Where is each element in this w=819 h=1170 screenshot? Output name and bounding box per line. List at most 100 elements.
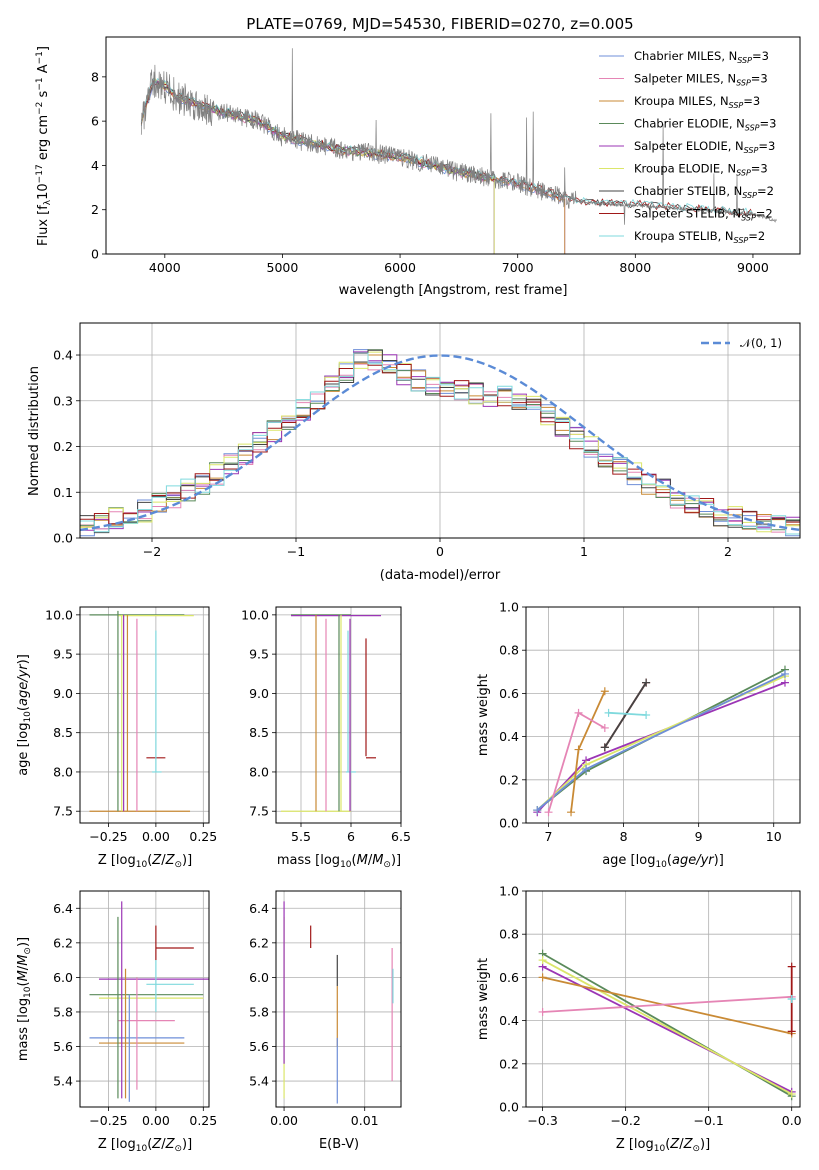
weight-marker bbox=[533, 806, 542, 815]
y-tick-label: 8.0 bbox=[53, 764, 73, 779]
y-tick-label: 0.8 bbox=[499, 927, 519, 942]
weight-marker bbox=[600, 723, 609, 732]
x-tick-label: −2 bbox=[143, 544, 161, 559]
model-spectrum-line bbox=[152, 80, 495, 183]
y-tick-label: 0.4 bbox=[53, 348, 73, 363]
weight-marker bbox=[642, 711, 651, 719]
weight-line bbox=[604, 682, 647, 748]
x-tick-label: 0.0 bbox=[782, 1113, 802, 1128]
x-tick-label: 5000 bbox=[267, 260, 299, 275]
y-tick-label: 9.5 bbox=[53, 647, 73, 662]
mass-vs-metallicity-plot-area bbox=[80, 891, 209, 1107]
y-tick-label: 5.8 bbox=[53, 1004, 73, 1019]
histogram-ylabel: Normed distribution bbox=[27, 366, 42, 496]
mass-vs-metallicity-ylabel: mass [log10(M/M⊙)] bbox=[16, 937, 33, 1061]
weight-marker bbox=[574, 708, 583, 717]
y-tick-label: 9.5 bbox=[249, 647, 269, 662]
weight-marker bbox=[600, 687, 609, 696]
weight-marker bbox=[574, 745, 583, 754]
weight-marker bbox=[787, 995, 796, 1003]
y-tick-label: 2 bbox=[91, 202, 99, 217]
y-tick-label: 7.5 bbox=[249, 804, 269, 819]
weight-marker bbox=[787, 962, 796, 971]
x-tick-label: 5.5 bbox=[291, 829, 311, 844]
age-vs-metallicity-plot-area bbox=[80, 607, 209, 823]
y-tick-label: 8 bbox=[91, 69, 99, 84]
x-tick-label: 4000 bbox=[149, 260, 181, 275]
x-tick-label: −0.3 bbox=[527, 1113, 557, 1128]
x-tick-label: 0.25 bbox=[189, 1113, 217, 1128]
legend-label: Kroupa STELIB, NSSP=2 bbox=[634, 229, 765, 245]
weight-line bbox=[542, 959, 793, 1095]
x-tick-label: 0.00 bbox=[270, 1113, 298, 1128]
weight-line bbox=[570, 690, 606, 813]
y-tick-label: 0 bbox=[91, 247, 99, 262]
weight-marker bbox=[544, 808, 553, 817]
weight-marker bbox=[538, 1007, 547, 1016]
y-tick-label: 6.0 bbox=[53, 970, 73, 985]
figure-title: PLATE=0769, MJD=54530, FIBERID=0270, z=0… bbox=[246, 15, 633, 33]
y-tick-label: 6 bbox=[91, 114, 99, 129]
y-tick-label: 0.0 bbox=[53, 531, 73, 546]
y-tick-label: 5.4 bbox=[53, 1074, 73, 1089]
x-tick-label: 0.25 bbox=[189, 829, 217, 844]
x-tick-label: 6 bbox=[347, 829, 355, 844]
weight-vs-metallicity-plot-area bbox=[526, 891, 800, 1107]
mass-vs-extinction-plot-area bbox=[276, 891, 401, 1107]
weight-marker bbox=[600, 743, 609, 752]
y-tick-label: 5.6 bbox=[53, 1039, 73, 1054]
y-tick-label: 0.2 bbox=[53, 439, 73, 454]
mass-vs-extinction-xlabel: E(B-V) bbox=[319, 1137, 359, 1152]
x-tick-label: 0.01 bbox=[351, 1113, 379, 1128]
weight-marker bbox=[642, 678, 651, 687]
x-tick-label: 7000 bbox=[502, 260, 534, 275]
age-vs-metallicity-xlabel: Z [log10(Z/Z⊙)] bbox=[98, 853, 192, 870]
legend-label: Chabrier MILES, NSSP=3 bbox=[634, 49, 769, 65]
y-tick-label: 0.4 bbox=[499, 1013, 519, 1028]
legend-label: Salpeter STELIB, NSSP=2 bbox=[634, 207, 773, 223]
x-tick-label: 10 bbox=[766, 829, 782, 844]
weight-vs-age-frame bbox=[525, 606, 801, 824]
y-tick-label: 0.0 bbox=[499, 1100, 519, 1115]
age-vs-mass-plot-area bbox=[276, 607, 401, 823]
y-tick-label: 6.0 bbox=[249, 970, 269, 985]
weight-marker bbox=[787, 1090, 796, 1099]
y-tick-label: 0.6 bbox=[499, 970, 519, 985]
weight-marker bbox=[582, 765, 591, 773]
weight-marker bbox=[538, 956, 547, 965]
y-tick-label: 10.0 bbox=[241, 607, 269, 622]
x-tick-label: 0 bbox=[436, 544, 444, 559]
x-tick-label: −0.2 bbox=[610, 1113, 640, 1128]
y-tick-label: 6.2 bbox=[53, 935, 73, 950]
histogram-step-line bbox=[80, 352, 800, 535]
x-tick-label: −0.1 bbox=[693, 1113, 723, 1128]
legend-label: 𝒩(0, 1) bbox=[740, 336, 782, 350]
age-vs-mass-frame bbox=[275, 606, 402, 824]
y-tick-label: 8.5 bbox=[53, 725, 73, 740]
x-tick-label: 8 bbox=[620, 829, 628, 844]
observed-spectrum-line bbox=[140, 48, 777, 225]
y-tick-label: 9.0 bbox=[249, 686, 269, 701]
weight-vs-age-xlabel: age [log10(age/yr)] bbox=[602, 853, 724, 870]
legend-label: Salpeter ELODIE, NSSP=3 bbox=[634, 139, 775, 155]
y-tick-label: 6.2 bbox=[249, 935, 269, 950]
legend-label: Salpeter MILES, NSSP=3 bbox=[634, 72, 768, 88]
y-tick-label: 0.8 bbox=[499, 643, 519, 658]
weight-vs-metallicity-xlabel: Z [log10(Z/Z⊙)] bbox=[616, 1137, 710, 1154]
y-tick-label: 8.0 bbox=[249, 764, 269, 779]
age-vs-metallicity-frame bbox=[79, 606, 210, 824]
spectrum-xlabel: wavelength [Angstrom, rest frame] bbox=[339, 283, 568, 298]
x-tick-label: 0.00 bbox=[142, 1113, 170, 1128]
weight-marker bbox=[604, 708, 613, 717]
y-tick-label: 10.0 bbox=[45, 607, 73, 622]
mass-vs-extinction-frame bbox=[275, 890, 402, 1108]
legend-label: Kroupa MILES, NSSP=3 bbox=[634, 94, 760, 110]
weight-vs-age-ylabel: mass weight bbox=[476, 674, 491, 756]
y-tick-label: 0.2 bbox=[499, 772, 519, 787]
y-tick-label: 8.5 bbox=[249, 725, 269, 740]
mass-vs-metallicity-frame bbox=[79, 890, 210, 1108]
weight-marker bbox=[780, 669, 789, 678]
x-tick-label: −0.25 bbox=[89, 1113, 127, 1128]
weight-line bbox=[536, 681, 786, 813]
